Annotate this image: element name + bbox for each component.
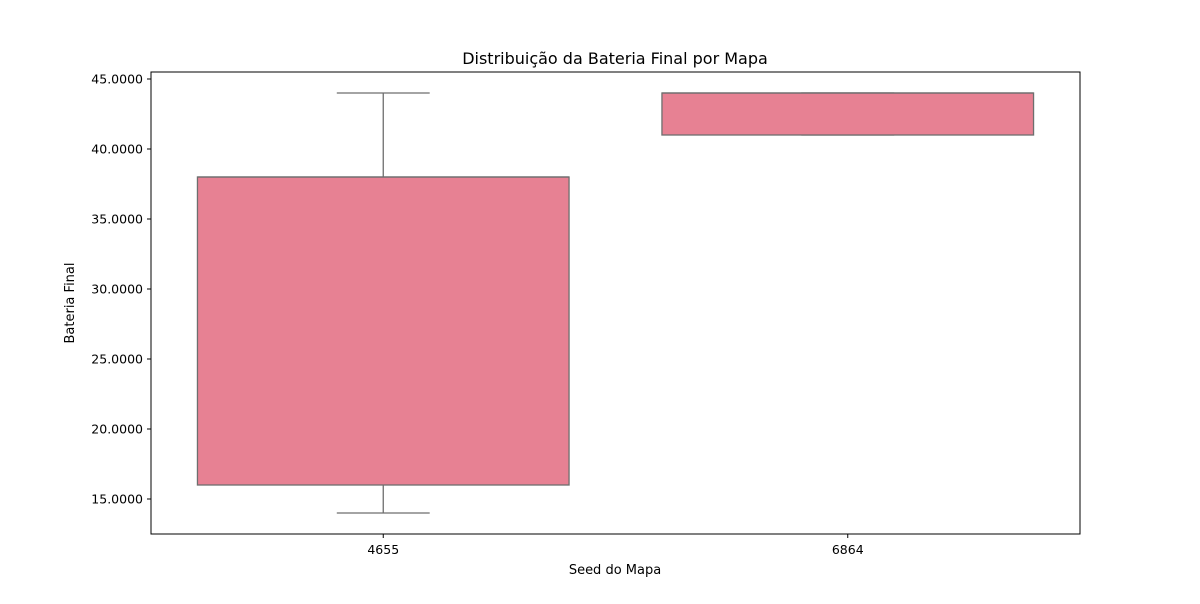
y-tick-label: 40.0000 [91, 142, 143, 157]
box-4655 [196, 176, 570, 486]
x-tick-label: 6864 [832, 542, 864, 557]
box-6864 [661, 92, 1035, 136]
axes-frame [150, 71, 1081, 535]
y-tick-label: 25.0000 [91, 352, 143, 367]
y-tick-label: 45.0000 [91, 72, 143, 87]
y-axis-label: Bateria Final [63, 263, 78, 344]
x-tick-label: 4655 [367, 542, 399, 557]
y-tick-label: 15.0000 [91, 492, 143, 507]
chart-title: Distribuição da Bateria Final por Mapa [462, 49, 768, 68]
plot-area: 15.0000 20.0000 25.0000 30.0000 35.0000 40.00… [91, 71, 1081, 557]
y-tick-label: 35.0000 [91, 212, 143, 227]
x-axis-label: Seed do Mapa [569, 563, 661, 578]
y-tick-label: 20.0000 [91, 422, 143, 437]
y-tick-label: 30.0000 [91, 282, 143, 297]
